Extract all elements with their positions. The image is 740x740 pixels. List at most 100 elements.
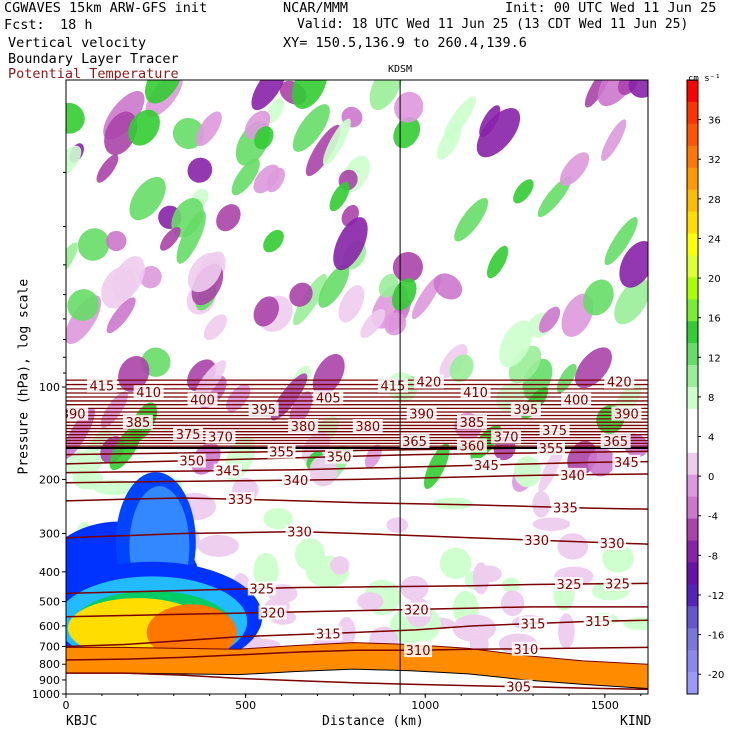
theta-label-390: 390: [409, 408, 434, 423]
velocity-cell: [133, 502, 161, 537]
theta-label-bg: [612, 454, 641, 469]
velocity-cell: [423, 443, 450, 489]
theta-label-bg: [511, 641, 540, 656]
theta-label-390: 390: [61, 408, 86, 423]
theta-label-345: 345: [474, 459, 499, 474]
velocity-cell: [433, 273, 463, 300]
velocity-cell: [559, 152, 590, 186]
theta-contour-335: [66, 497, 648, 510]
velocity-cell: [615, 383, 642, 414]
axes: 0 500 1000 15001002003004005006007008009001…: [32, 79, 649, 712]
colorbar-swatch: [687, 277, 698, 300]
velocity-cell: [171, 198, 204, 238]
velocity-cell: [470, 424, 502, 461]
velocity-cell: [232, 573, 250, 602]
velocity-cell: [439, 547, 472, 580]
velocity-cell: [92, 479, 136, 496]
theta-label-375: 375: [542, 424, 567, 439]
velocity-cell: [476, 565, 502, 583]
y-tick-label: 400: [39, 566, 60, 579]
x-tick-label: 0: [63, 699, 70, 712]
colorbar-swatch: [687, 650, 698, 673]
colorbar-tick-label: 4: [708, 433, 714, 444]
velocity-cell: [392, 251, 423, 283]
velocity-cell: [628, 80, 648, 98]
y-tick-label: 200: [39, 473, 60, 486]
velocity-cell: [66, 242, 78, 278]
theta-label-bg: [460, 385, 491, 400]
colorbar-tick-label: 24: [708, 234, 721, 245]
velocity-cell: [513, 179, 534, 204]
theta-label-385: 385: [460, 416, 485, 431]
plot-background: [66, 80, 648, 694]
init-time: Init: 00 UTC Wed 11 Jun 25: [505, 0, 717, 16]
velocity-cell: [623, 433, 648, 458]
colorbar-swatch: [687, 365, 698, 388]
colorbar-swatch: [687, 430, 698, 454]
colorbar-swatch: [687, 518, 698, 541]
velocity-cell: [309, 635, 346, 667]
velocity-cell: [601, 119, 627, 162]
velocity-cell: [618, 80, 638, 95]
velocity-cell: [118, 573, 149, 601]
theta-label-bg: [122, 414, 153, 429]
velocity-cell: [244, 110, 271, 140]
velocity-cell: [148, 509, 191, 545]
velocity-cell: [106, 230, 127, 252]
velocity-cell: [357, 592, 384, 611]
velocity-cell: [443, 96, 477, 141]
theta-label-bg: [66, 406, 89, 421]
tracer-plume: [67, 598, 208, 659]
theta-label-bg: [288, 419, 319, 434]
velocity-cell: [499, 320, 533, 368]
theta-contour-340: [66, 473, 648, 484]
theta-label-350: 350: [327, 451, 352, 466]
theta-label-345: 345: [215, 465, 240, 480]
velocity-cell: [360, 309, 386, 338]
velocity-cell: [158, 205, 182, 230]
velocity-cell: [574, 347, 612, 389]
velocity-cell: [619, 241, 648, 288]
theta-label-bg: [226, 492, 255, 507]
velocity-cell: [66, 295, 102, 345]
tracer-plume: [66, 521, 200, 642]
velocity-cell: [558, 613, 575, 649]
theta-label-415: 415: [381, 380, 406, 395]
theta-label-bg: [173, 426, 204, 441]
velocity-cell: [267, 584, 298, 604]
velocity-cell: [557, 533, 589, 560]
velocity-cell: [100, 436, 125, 464]
velocity-cell: [289, 391, 313, 426]
theta-label-370: 370: [208, 431, 233, 446]
theta-label-420: 420: [607, 376, 632, 391]
velocity-cell: [512, 615, 547, 630]
velocity-cell: [193, 360, 226, 403]
theta-label-bg: [522, 533, 551, 548]
theta-label-330: 330: [600, 537, 625, 552]
velocity-cell: [118, 355, 150, 392]
velocity-cell: [104, 111, 138, 156]
theta-label-bg: [187, 392, 218, 407]
colorbar-frame: [686, 79, 699, 695]
y-tick-label: 600: [39, 620, 60, 633]
velocity-cell: [195, 283, 217, 311]
station-marker-label: KDSM: [388, 64, 413, 75]
theta-label-320: 320: [260, 606, 285, 621]
velocity-cell: [496, 382, 525, 413]
theta-label-385: 385: [125, 416, 150, 431]
velocity-cell: [508, 345, 542, 384]
velocity-cell: [449, 354, 474, 383]
theta-label-bg: [402, 602, 431, 617]
colorbar-swatch: [687, 189, 698, 213]
velocity-cell: [386, 517, 409, 533]
velocity-cell: [191, 263, 224, 306]
colorbar-tick-label: 12: [708, 353, 721, 364]
velocity-cell: [411, 275, 442, 319]
tracer-plume: [66, 576, 248, 667]
velocity-cell: [141, 347, 171, 377]
theta-label-325: 325: [249, 582, 274, 597]
colorbar-swatch: [687, 606, 698, 629]
velocity-cell: [160, 226, 181, 251]
velocity-cell: [394, 375, 416, 400]
velocity-cell: [187, 157, 213, 183]
